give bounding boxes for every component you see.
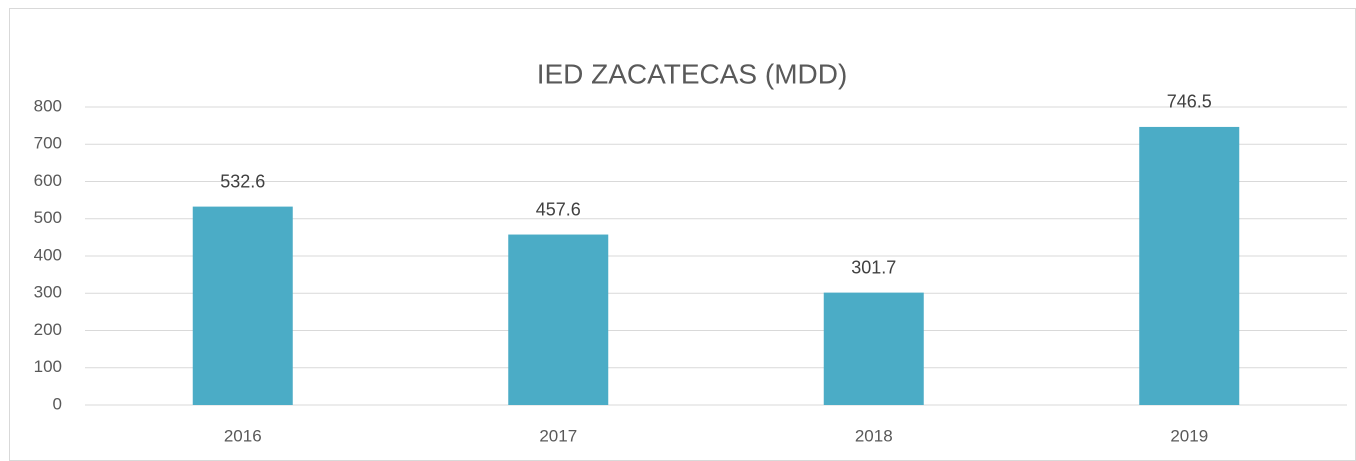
y-tick-label: 300 <box>34 283 62 302</box>
x-tick-label: 2018 <box>855 426 893 445</box>
y-tick-label: 200 <box>34 320 62 339</box>
data-label: 532.6 <box>220 171 265 191</box>
chart-title: IED ZACATECAS (MDD) <box>537 58 848 89</box>
y-tick-label: 0 <box>53 394 62 413</box>
y-tick-label: 600 <box>34 171 62 190</box>
bar <box>1139 126 1240 406</box>
y-tick-label: 700 <box>34 134 62 153</box>
bar <box>192 206 293 405</box>
x-tick-label: 2017 <box>539 426 577 445</box>
bar <box>823 292 924 405</box>
bar <box>508 234 609 405</box>
y-tick-label: 800 <box>34 96 62 115</box>
y-tick-label: 400 <box>34 245 62 264</box>
data-label: 746.5 <box>1167 92 1212 112</box>
data-label: 457.6 <box>536 199 581 219</box>
y-tick-label: 500 <box>34 208 62 227</box>
data-label: 301.7 <box>851 257 896 277</box>
x-tick-label: 2016 <box>224 426 262 445</box>
x-tick-label: 2019 <box>1170 426 1208 445</box>
y-tick-label: 100 <box>34 357 62 376</box>
